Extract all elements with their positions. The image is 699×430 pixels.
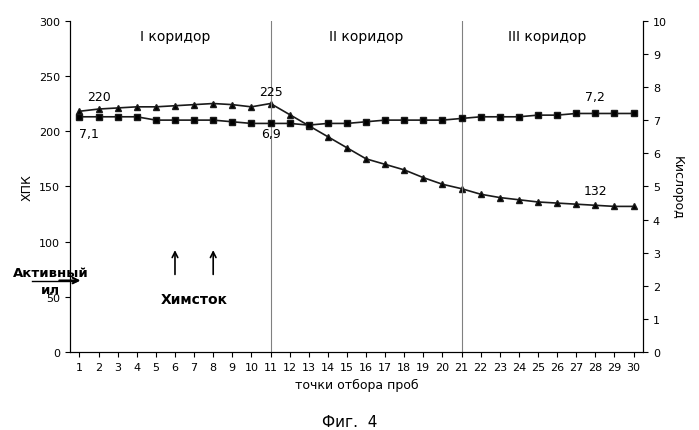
ХПК [400, 168, 408, 173]
Кислород [477, 115, 485, 120]
Y-axis label: ХПК: ХПК [20, 174, 34, 200]
Text: 132: 132 [584, 185, 607, 198]
X-axis label: точки отбора проб: точки отбора проб [295, 378, 418, 391]
ХПК [629, 204, 637, 209]
Кислород [572, 112, 580, 117]
ХПК [534, 200, 542, 205]
Кислород [343, 122, 351, 127]
Text: Активный: Активный [13, 267, 89, 280]
Text: Фиг.  4: Фиг. 4 [322, 414, 377, 429]
Кислород [190, 118, 199, 123]
Кислород [457, 117, 466, 122]
ХПК [362, 157, 370, 162]
ХПК [514, 198, 523, 203]
ХПК [228, 103, 236, 108]
Text: I коридор: I коридор [140, 31, 210, 44]
ХПК [305, 124, 313, 129]
ХПК [285, 113, 294, 118]
ХПК [610, 204, 619, 209]
Кислород [362, 120, 370, 125]
ХПК [496, 196, 504, 201]
ХПК [572, 202, 580, 207]
ХПК [591, 203, 600, 209]
ХПК [152, 105, 160, 110]
Кислород [438, 118, 447, 123]
ХПК [381, 163, 389, 168]
Кислород [496, 115, 504, 120]
Text: 225: 225 [259, 86, 282, 98]
Кислород [171, 118, 179, 123]
Кислород [553, 113, 561, 118]
Кислород [629, 112, 637, 117]
Кислород [305, 123, 313, 129]
Кислород [133, 115, 141, 120]
ХПК [75, 109, 84, 114]
ХПК [171, 104, 179, 109]
Text: II коридор: II коридор [329, 31, 403, 44]
Кислород [152, 118, 160, 123]
Кислород [514, 115, 523, 120]
Text: Химсток: Химсток [161, 292, 228, 306]
Кислород [266, 122, 275, 127]
ХПК [266, 101, 275, 107]
ХПК [190, 103, 199, 108]
Text: III коридор: III коридор [508, 31, 586, 44]
ХПК [343, 146, 351, 151]
Кислород [591, 112, 600, 117]
ХПК [457, 187, 466, 192]
ХПК [438, 182, 447, 187]
Кислород [400, 118, 408, 123]
Кислород [381, 118, 389, 123]
Кислород [228, 120, 236, 125]
Кислород [113, 115, 122, 120]
Y-axis label: Кислород: Кислород [670, 155, 684, 219]
ХПК [209, 101, 217, 107]
Кислород [534, 113, 542, 118]
ХПК [94, 107, 103, 112]
ХПК [133, 105, 141, 110]
Legend:  [352, 418, 361, 428]
Text: ил: ил [41, 283, 60, 296]
Кислород [209, 118, 217, 123]
Кислород [610, 112, 619, 117]
ХПК [113, 106, 122, 111]
ХПК [419, 175, 428, 181]
ХПК [324, 135, 332, 140]
ХПК [553, 201, 561, 206]
Text: 7,1: 7,1 [80, 127, 99, 140]
Line: Кислород: Кислород [76, 111, 637, 129]
Кислород [419, 118, 428, 123]
Кислород [285, 122, 294, 127]
Line: ХПК: ХПК [76, 101, 637, 210]
Text: 220: 220 [87, 91, 110, 104]
Кислород [75, 115, 84, 120]
Кислород [247, 122, 256, 127]
Кислород [324, 122, 332, 127]
ХПК [477, 192, 485, 197]
Text: 6,9: 6,9 [261, 127, 280, 140]
Кислород [94, 115, 103, 120]
Text: 7,2: 7,2 [585, 91, 605, 104]
ХПК [247, 105, 256, 110]
